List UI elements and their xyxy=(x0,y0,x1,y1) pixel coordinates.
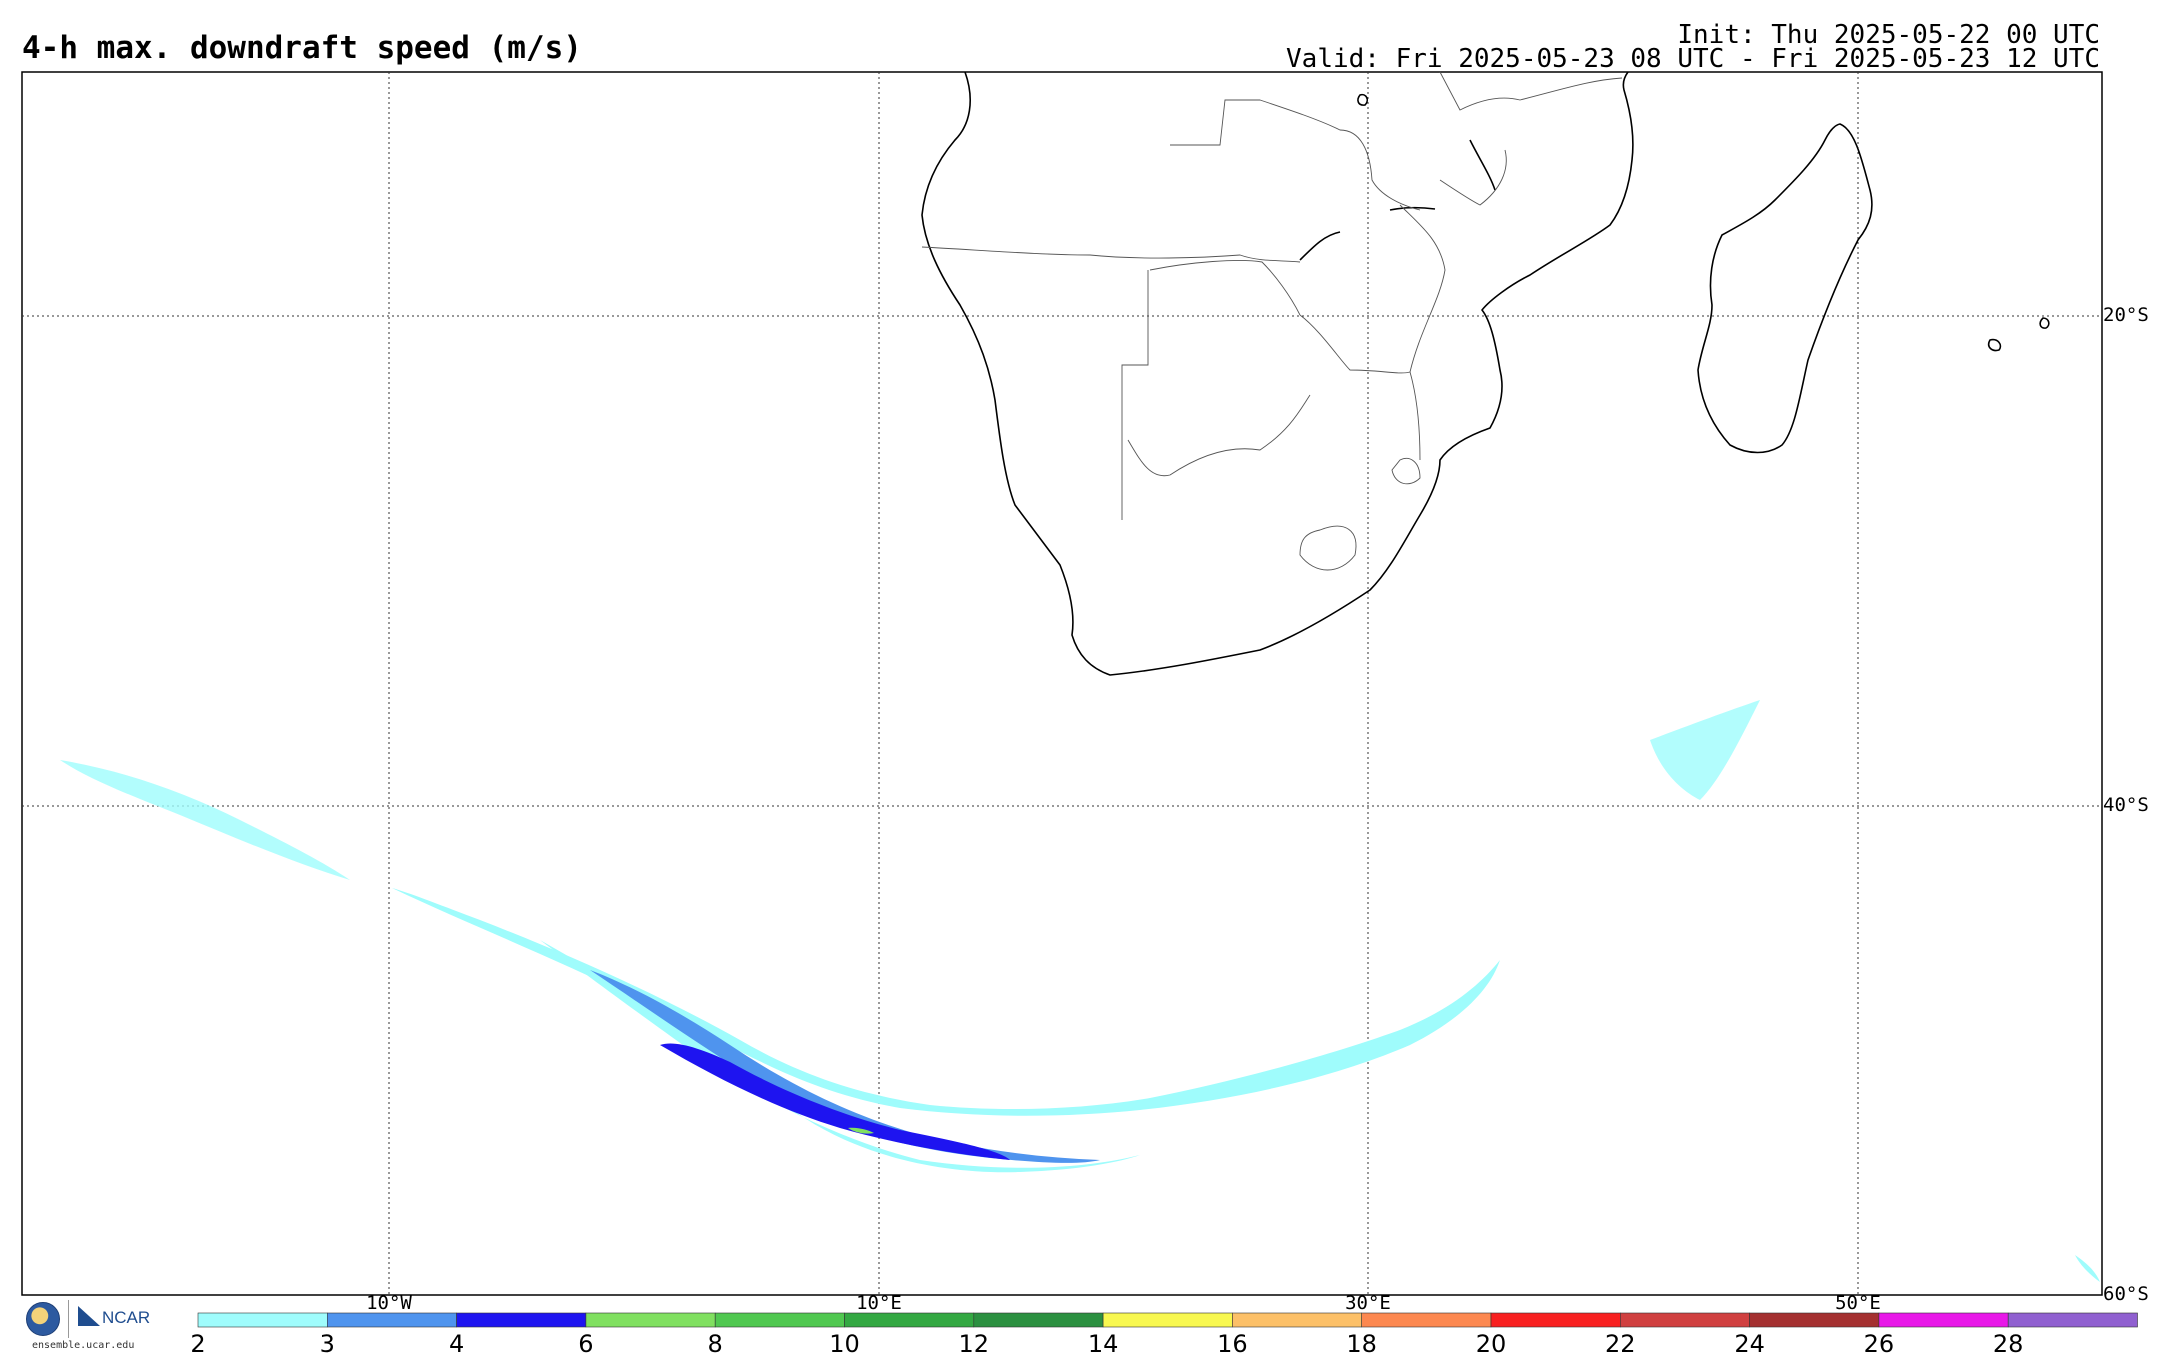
nsf-logo-icon xyxy=(26,1302,60,1336)
colorbar xyxy=(197,1312,2138,1328)
colorbar-swatch xyxy=(1620,1312,1750,1328)
colorbar-swatch xyxy=(1490,1312,1621,1328)
border-mozambique-malawi xyxy=(1439,149,1507,206)
border-namibia-botswana xyxy=(1121,270,1149,520)
colorbar-label: 16 xyxy=(1217,1330,1248,1358)
colorbar-swatch xyxy=(197,1312,328,1328)
ncar-logo-text: NCAR xyxy=(102,1308,151,1327)
downdraft-level-6 xyxy=(848,1127,874,1134)
colorbar-swatch xyxy=(2007,1312,2138,1328)
colorbar-label: 12 xyxy=(958,1330,990,1358)
ncar-mark-icon xyxy=(78,1306,100,1326)
colorbar-label: 26 xyxy=(1863,1330,1895,1358)
colorbar-label: 10 xyxy=(829,1330,860,1358)
border-caprivi xyxy=(1149,259,1301,316)
colorbar-swatch xyxy=(973,1312,1104,1328)
border-lesotho xyxy=(1299,525,1357,571)
lake-victoria xyxy=(1357,93,1368,106)
lon-label-10w: 10°W xyxy=(366,1292,412,1314)
colorbar-label: 8 xyxy=(707,1330,723,1358)
border-angola-namibia xyxy=(921,246,1301,263)
colorbar-swatch xyxy=(1102,1312,1233,1328)
ncar-logo: NCAR ensemble.ucar.edu xyxy=(22,1300,157,1352)
logo-divider xyxy=(68,1300,69,1338)
downdraft-patch-west xyxy=(60,760,350,880)
colorbar-label: 18 xyxy=(1346,1330,1377,1358)
border-botswana-sa xyxy=(1127,394,1311,477)
colorbar-swatch xyxy=(456,1312,587,1328)
lat-label-60s: 60°S xyxy=(2103,1283,2149,1305)
border-zambia xyxy=(1170,99,1421,211)
colorbar-label: 14 xyxy=(1087,1330,1119,1358)
map-frame xyxy=(21,71,2103,1296)
colorbar-swatch xyxy=(714,1312,845,1328)
madagascar-coastline xyxy=(1697,123,1873,454)
colorbar-label: 2 xyxy=(190,1330,206,1358)
border-tanzania xyxy=(1439,71,1623,111)
lon-label-50e: 50°E xyxy=(1835,1292,1881,1314)
country-borders xyxy=(921,71,1623,571)
lat-label-40s: 40°S xyxy=(2103,794,2149,816)
downdraft-patch-se xyxy=(2075,1255,2100,1282)
colorbar-label: 20 xyxy=(1475,1330,1507,1358)
lake-kariba xyxy=(1299,231,1341,261)
colorbar-label: 6 xyxy=(578,1330,594,1358)
colorbar-label: 24 xyxy=(1734,1330,1765,1358)
gridlines xyxy=(22,72,2102,1295)
downdraft-level-4 xyxy=(660,1043,1010,1160)
reunion-coastline xyxy=(1987,338,2002,352)
colorbar-label: 4 xyxy=(448,1330,465,1358)
colorbar-swatch xyxy=(844,1312,975,1328)
lake-malawi xyxy=(1469,139,1496,191)
colorbar-label: 3 xyxy=(319,1330,335,1358)
colorbar-label: 28 xyxy=(1992,1330,2024,1358)
colorbar-swatch xyxy=(1878,1312,2009,1328)
colorbar-swatch xyxy=(326,1312,457,1328)
downdraft-swath xyxy=(60,700,2100,1282)
lat-label-20s: 20°S xyxy=(2103,304,2149,326)
lon-label-10e: 10°E xyxy=(856,1292,902,1314)
mauritius-coastline xyxy=(2039,317,2050,329)
colorbar-swatch xyxy=(585,1312,716,1328)
colorbar-swatch xyxy=(1749,1312,1880,1328)
border-botswana-zimbabwe xyxy=(1299,314,1411,374)
init-time: Init: Thu 2025-05-22 00 UTC xyxy=(1677,20,2100,50)
colorbar-label: 22 xyxy=(1605,1330,1636,1358)
colorbar-swatch xyxy=(1361,1312,1492,1328)
valid-time: Valid: Fri 2025-05-23 08 UTC - Fri 2025-… xyxy=(1286,44,2100,74)
border-eswatini xyxy=(1391,458,1421,485)
lon-label-30e: 30°E xyxy=(1345,1292,1391,1314)
logo-url: ensemble.ucar.edu xyxy=(32,1340,135,1351)
border-zimbabwe-moz xyxy=(1399,204,1446,373)
map-title: 4-h max. downdraft speed (m/s) xyxy=(22,30,582,66)
downdraft-patch-east xyxy=(1650,700,1760,800)
colorbar-swatch xyxy=(1232,1312,1363,1328)
border-sa-moz xyxy=(1409,371,1421,461)
africa-coastline xyxy=(921,71,1634,676)
